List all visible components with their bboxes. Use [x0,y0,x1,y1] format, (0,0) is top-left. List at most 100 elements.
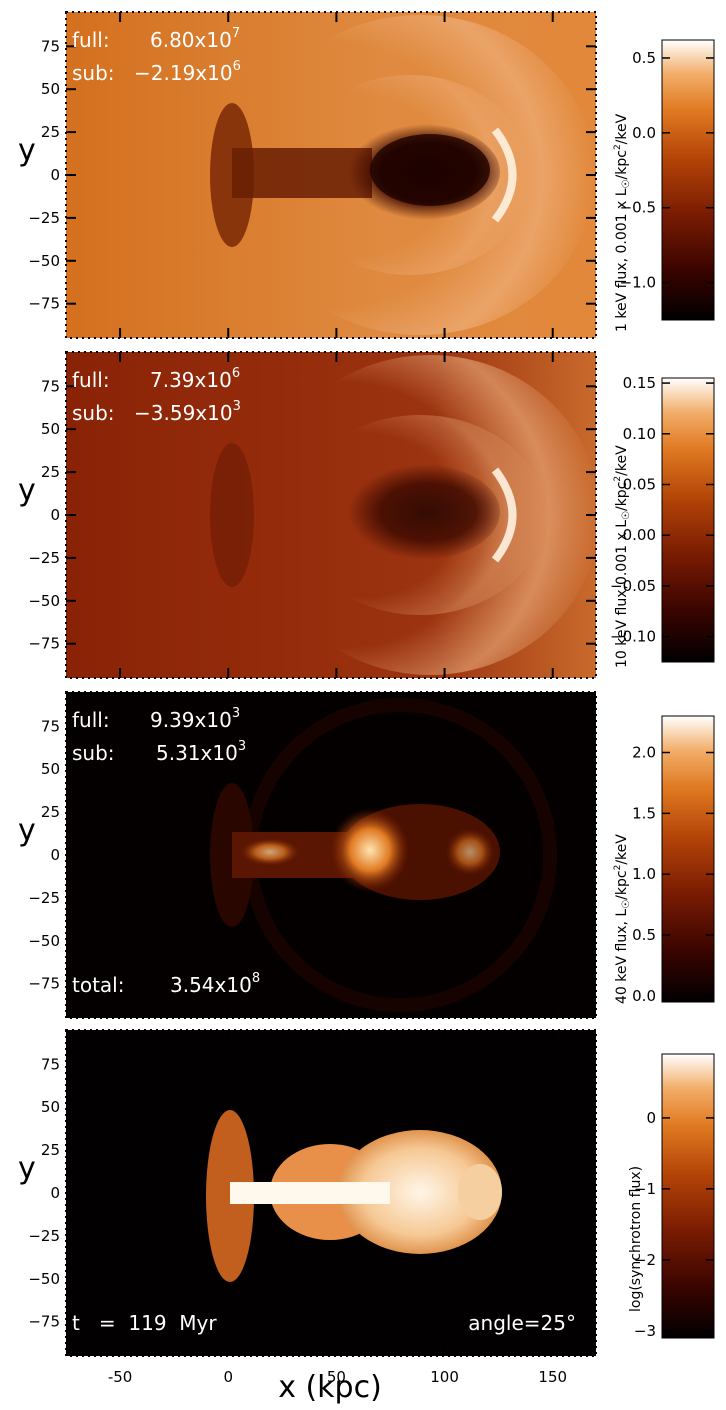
colorbar-label-b: /kpc [614,870,630,899]
colorbar-label-a: 10 keV flux,0.001 x L [614,520,630,668]
colorbar-label-c: /keV [614,834,630,865]
full-mantissa: 7.39x10 [150,368,232,392]
colorbar-tick-label: −0.05 [610,577,656,595]
sub-exponent: 3 [233,399,241,414]
y-tick-label: −50 [28,592,60,610]
y-tick-label: −50 [28,252,60,270]
x-axis-label: x (kpc) [278,1370,382,1405]
y-tick-label: 25 [41,123,60,141]
y-tick-label: −75 [28,295,60,313]
sub-value: −3.59x103 [134,399,241,425]
y-tick-label: 75 [41,1055,60,1073]
colorbar-label-sq: 2 [613,865,623,871]
x-tick-label: 0 [223,1368,233,1386]
full-exponent: 3 [232,706,240,721]
y-tick-label: 0 [50,1184,60,1202]
full-value: 6.80x107 [150,26,240,52]
colorbar-ticks: 0.5 0.0 −0.5 −1.0 [620,49,714,292]
colorbar-scale [661,377,715,663]
panel-4: -50 0 50 100 150 75 50 25 0 −25 −50 −75 y t = 119 … [18,1029,715,1405]
y-ticks: 75 50 25 0 −25 −50 −75 [28,717,596,993]
colorbar-label: log(synchrotron flux) [628,1166,644,1312]
y-tick-label: 50 [41,420,60,438]
y-tick-label: −50 [28,1270,60,1288]
colorbar-tick-label: 0.0 [632,987,656,1005]
total-label: total: [72,973,124,997]
colorbar-tick-label: 0.05 [623,476,656,494]
colorbar-label-c: /keV [614,113,630,144]
y-ticks: 75 50 25 0 −25 −50 −75 [28,37,596,313]
colorbar-ticks: 0.15 0.10 0.05 0.00 −0.05 −0.10 [610,374,714,646]
x-tick-label: 100 [430,1368,459,1386]
colorbar-ticks: 2.0 1.5 1.0 0.5 0.0 [632,744,714,1005]
y-ticks: 75 50 25 0 −25 −50 −75 [28,377,596,653]
y-tick-label: −50 [28,932,60,950]
panel-2: 75 50 25 0 −25 −50 −75 y full: 7.39x106 sub: −… [18,351,715,679]
heatmap-features [206,1110,502,1282]
colorbar-label-c: /keV [614,445,630,476]
colorbar: 0.15 0.10 0.05 0.00 −0.05 −0.10 [610,374,715,663]
y-tick-label: 0 [50,166,60,184]
full-label: full: [72,708,110,732]
colorbar-label-b: /kpc [614,150,630,179]
colorbar: 2.0 1.5 1.0 0.5 0.0 [632,715,715,1005]
colorbar-tick-label: 1.0 [632,865,656,883]
y-tick-label: 50 [41,80,60,98]
colorbar-scale [661,715,715,1003]
full-label: full: [72,368,110,392]
colorbar-tick-label: −0.5 [620,199,656,217]
full-exponent: 6 [232,366,240,381]
x-ticks [119,12,554,338]
y-axis-label: y [18,1151,36,1186]
full-label: full: [72,28,110,52]
colorbar-label-sq: 2 [613,476,623,482]
x-tick-label: 50 [327,1368,346,1386]
x-ticks [119,352,554,678]
colorbar-label-sun: ☉ [621,900,632,909]
y-tick-label: 75 [41,37,60,55]
full-mantissa: 9.39x10 [150,708,232,732]
colorbar-tick-label: 0.5 [632,926,656,944]
y-tick-label: −25 [28,1227,60,1245]
y-axis-label: y [18,473,36,508]
colorbar-label: 40 keV flux, L☉/kpc2/keV [613,834,632,1004]
y-tick-label: 0 [50,506,60,524]
panel-1: 75 50 25 0 −25 −50 −75 y full: 6.80x107 sub: −… [18,11,715,339]
full-value: 9.39x103 [150,706,240,732]
total-value: 3.54x108 [170,971,260,997]
y-tick-label: 50 [41,760,60,778]
colorbar-tick-label: −1.0 [620,274,656,292]
x-tick-label: -50 [108,1368,133,1386]
y-tick-label: −25 [28,549,60,567]
colorbar-scale [661,1053,715,1339]
angle-label: angle=25° [468,1311,576,1335]
full-exponent: 7 [232,26,240,41]
colorbar-tick-label: −0.10 [610,628,656,646]
colorbar-label: 10 keV flux,0.001 x L☉/kpc2/keV [613,445,632,668]
sub-value: 5.31x103 [156,739,246,765]
x-ticks: -50 0 50 100 150 [108,1030,567,1386]
y-axis-label: y [18,133,36,168]
colorbar-label-a: 40 keV flux, L [614,909,630,1004]
y-tick-label: −75 [28,975,60,993]
total-mantissa: 3.54x10 [170,973,252,997]
colorbar-tick-label: 0.00 [623,526,656,544]
colorbar-label-sq: 2 [613,144,623,150]
colorbar-tick-label: 0.0 [632,124,656,142]
sub-label: sub: [72,61,115,85]
full-mantissa: 6.80x10 [150,28,232,52]
colorbar-tick-label: 0 [646,1109,656,1127]
y-tick-label: −25 [28,209,60,227]
colorbar: 0.5 0.0 −0.5 −1.0 [620,39,715,321]
y-tick-label: 25 [41,463,60,481]
y-tick-label: −75 [28,635,60,653]
total-exponent: 8 [252,971,260,986]
y-tick-label: 75 [41,377,60,395]
colorbar-tick-label: −1 [634,1180,656,1198]
sub-label: sub: [72,741,115,765]
y-ticks: 75 50 25 0 −25 −50 −75 [28,1055,596,1331]
y-tick-label: 50 [41,1098,60,1116]
y-axis-label: y [18,813,36,848]
x-tick-label: 150 [538,1368,567,1386]
colorbar-tick-label: 0.15 [623,374,656,392]
